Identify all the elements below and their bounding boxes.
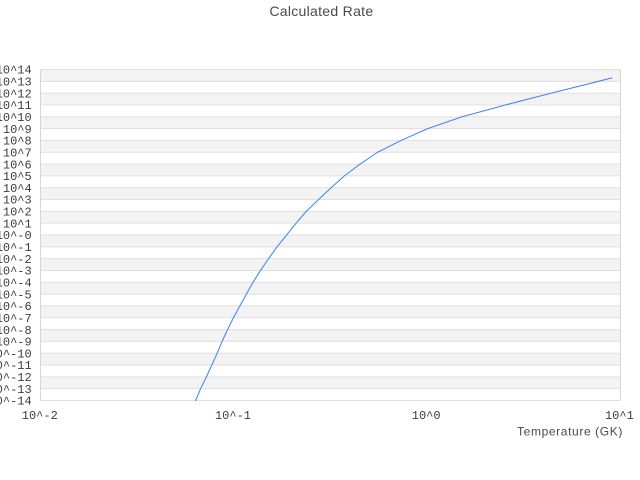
- svg-text:10^-8: 10^-8: [0, 324, 32, 338]
- svg-text:10^-4: 10^-4: [0, 276, 32, 290]
- svg-text:10^4: 10^4: [3, 182, 32, 196]
- svg-text:10^12: 10^12: [0, 87, 32, 101]
- svg-text:10^5: 10^5: [3, 170, 32, 184]
- svg-text:10^-13: 10^-13: [0, 383, 32, 397]
- svg-text:10^0: 10^0: [412, 409, 441, 423]
- svg-text:10^1: 10^1: [3, 217, 32, 231]
- svg-text:10^10: 10^10: [0, 111, 32, 125]
- svg-text:10^-7: 10^-7: [0, 312, 32, 326]
- svg-text:10^-9: 10^-9: [0, 336, 32, 350]
- svg-text:10^13: 10^13: [0, 76, 32, 90]
- svg-text:10^-0: 10^-0: [0, 229, 32, 243]
- svg-text:10^8: 10^8: [3, 135, 32, 149]
- svg-text:10^-12: 10^-12: [0, 371, 32, 385]
- svg-text:10^7: 10^7: [3, 146, 32, 160]
- svg-text:10^-5: 10^-5: [0, 288, 32, 302]
- svg-text:Temperature (GK): Temperature (GK): [517, 425, 623, 439]
- svg-text:10^2: 10^2: [3, 206, 32, 220]
- svg-text:10^11: 10^11: [0, 99, 32, 113]
- svg-text:10^14: 10^14: [0, 64, 32, 78]
- svg-text:10^-6: 10^-6: [0, 300, 32, 314]
- svg-text:Calculated Rate: Calculated Rate: [269, 3, 373, 19]
- svg-text:10^-3: 10^-3: [0, 265, 32, 279]
- svg-text:10^-14: 10^-14: [0, 395, 32, 409]
- svg-text:10^-11: 10^-11: [0, 359, 32, 373]
- svg-text:10^-1: 10^-1: [0, 241, 32, 255]
- svg-text:10^6: 10^6: [3, 158, 32, 172]
- svg-text:10^1: 10^1: [605, 409, 634, 423]
- svg-text:10^9: 10^9: [3, 123, 32, 137]
- svg-text:10^-2: 10^-2: [0, 253, 32, 267]
- svg-text:10^-1: 10^-1: [215, 409, 251, 423]
- svg-text:10^-10: 10^-10: [0, 347, 32, 361]
- svg-text:10^3: 10^3: [3, 194, 32, 208]
- svg-text:10^-2: 10^-2: [22, 409, 58, 423]
